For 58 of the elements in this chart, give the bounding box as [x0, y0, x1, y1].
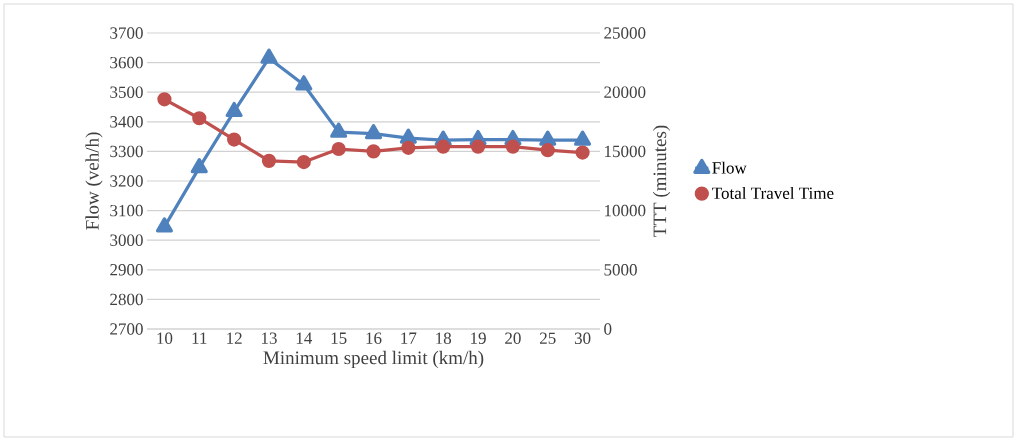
y-axis-title: Flow (veh/h) — [85, 132, 103, 230]
point — [399, 128, 417, 144]
x-tick-label: 19 — [471, 332, 486, 344]
point — [366, 144, 381, 159]
point — [192, 111, 207, 126]
point — [470, 139, 486, 154]
x-tick-label: 11 — [192, 332, 207, 344]
y-tick-label: 3400 — [110, 116, 143, 128]
point — [505, 139, 520, 154]
x-tick-label: 10 — [157, 332, 173, 344]
point — [539, 130, 557, 146]
point — [575, 145, 590, 160]
x-tick-label: 30 — [574, 332, 591, 344]
x-tick-label: 14 — [296, 332, 313, 344]
y-tick-label: 2800 — [110, 293, 143, 306]
point — [574, 130, 592, 146]
y2-axis-title: TTT (minutes) — [652, 125, 671, 237]
y2-tick-label: 20000 — [604, 86, 646, 98]
y2-tick-label: 25000 — [604, 27, 646, 39]
x-tick-label: 17 — [401, 332, 417, 344]
legend-label: Flow — [712, 161, 747, 174]
point — [225, 101, 243, 118]
point — [296, 154, 311, 170]
y-tick-label: 2700 — [110, 323, 143, 335]
point — [540, 143, 555, 158]
x-tick-label: 13 — [261, 332, 277, 344]
point — [157, 92, 172, 107]
legend-label: Total Travel Time — [712, 186, 834, 199]
y-tick-label: 3700 — [110, 27, 143, 39]
point — [401, 140, 416, 155]
x-tick-label: 25 — [539, 332, 556, 344]
point — [364, 124, 383, 140]
point — [190, 158, 208, 174]
x-axis-title: Minimum speed limit (km/h) — [263, 350, 484, 369]
point — [330, 122, 348, 138]
y2-tick-label: 10000 — [605, 204, 646, 217]
x-tick-label: 20 — [505, 332, 521, 344]
point — [331, 141, 346, 157]
x-tick-label: 12 — [227, 332, 242, 344]
y-tick-label: 3200 — [110, 175, 143, 187]
point — [436, 139, 451, 154]
point — [260, 48, 278, 64]
y-tick-label: 3300 — [110, 145, 143, 158]
y-tick-label: 2900 — [110, 264, 143, 276]
y2-tick-label: 5000 — [604, 264, 637, 276]
point — [155, 217, 173, 233]
point — [227, 132, 242, 147]
y2-tick-label: 0 — [604, 323, 612, 335]
y-tick-label: 3000 — [110, 234, 143, 246]
y-tick-label: 3500 — [110, 86, 143, 98]
y-tick-label: 3600 — [110, 56, 143, 69]
x-tick-label: 18 — [436, 332, 452, 344]
x-tick-label: 15 — [331, 332, 347, 344]
x-tick-label: 16 — [366, 332, 382, 344]
y2-tick-label: 15000 — [605, 145, 646, 158]
y-tick-label: 3100 — [110, 204, 143, 217]
point — [261, 153, 277, 168]
point — [295, 75, 313, 91]
